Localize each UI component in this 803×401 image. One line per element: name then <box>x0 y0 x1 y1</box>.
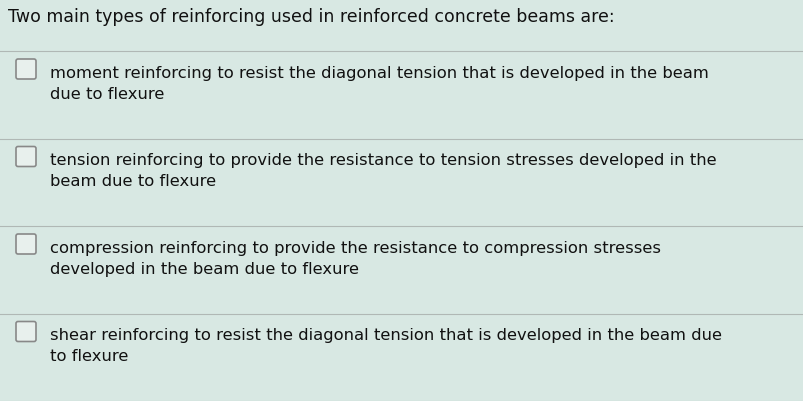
Text: compression reinforcing to provide the resistance to compression stresses: compression reinforcing to provide the r… <box>50 241 660 255</box>
Text: shear reinforcing to resist the diagonal tension that is developed in the beam d: shear reinforcing to resist the diagonal… <box>50 328 721 342</box>
Text: moment reinforcing to resist the diagonal tension that is developed in the beam: moment reinforcing to resist the diagona… <box>50 66 708 81</box>
Text: tension reinforcing to provide the resistance to tension stresses developed in t: tension reinforcing to provide the resis… <box>50 153 715 168</box>
Text: beam due to flexure: beam due to flexure <box>50 174 216 189</box>
Text: Two main types of reinforcing used in reinforced concrete beams are:: Two main types of reinforcing used in re… <box>8 8 613 26</box>
FancyBboxPatch shape <box>16 60 36 80</box>
FancyBboxPatch shape <box>16 322 36 342</box>
Text: developed in the beam due to flexure: developed in the beam due to flexure <box>50 261 359 276</box>
Text: due to flexure: due to flexure <box>50 87 164 102</box>
Text: to flexure: to flexure <box>50 348 128 364</box>
FancyBboxPatch shape <box>16 235 36 254</box>
FancyBboxPatch shape <box>16 147 36 167</box>
